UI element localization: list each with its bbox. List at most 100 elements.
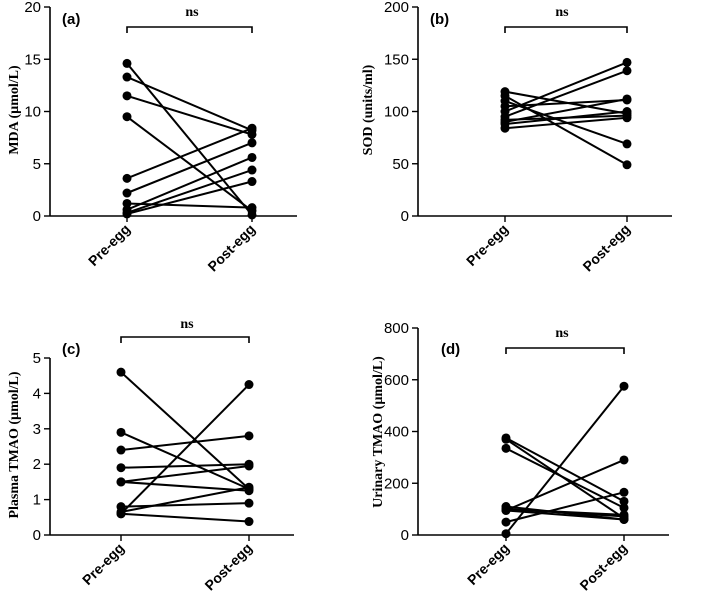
pre-egg-point: [122, 72, 132, 82]
panel-label: (b): [430, 11, 449, 28]
pre-egg-point: [116, 463, 126, 473]
subject-line: [126, 202, 253, 209]
subject-line: [505, 385, 625, 535]
post-egg-point: [244, 380, 254, 390]
post-egg-point: [247, 203, 257, 213]
x-tick-label: Pre-egg: [463, 221, 511, 269]
subject-line: [120, 480, 250, 492]
subject-line: [505, 459, 625, 512]
y-tick-label: 4: [33, 385, 41, 402]
subject-line: [120, 512, 250, 523]
subject-line: [126, 62, 253, 216]
pre-egg-point: [116, 445, 126, 455]
panel-label: (c): [62, 341, 80, 358]
x-tick-label: Post-egg: [576, 540, 630, 594]
significance-bracket: [504, 26, 628, 33]
pre-egg-point: [116, 509, 126, 519]
subject-line: [120, 371, 250, 490]
y-tick-label: 2: [33, 456, 41, 473]
panel-label: (d): [441, 341, 460, 358]
y-tick-label: 0: [33, 527, 41, 544]
y-tick-label: 0: [33, 208, 41, 225]
significance-label: ns: [555, 5, 569, 20]
post-egg-point: [619, 514, 629, 524]
pre-egg-point: [501, 505, 511, 515]
post-egg-point: [622, 139, 632, 149]
pre-egg-point: [501, 434, 511, 444]
post-egg-point: [619, 503, 629, 513]
subject-line: [120, 502, 250, 508]
post-egg-point: [244, 461, 254, 471]
y-tick-label: 1: [33, 492, 41, 509]
subject-line: [126, 127, 253, 180]
post-egg-point: [247, 129, 257, 139]
y-tick-label: 400: [384, 424, 409, 441]
post-egg-point: [622, 94, 632, 104]
subject-line: [120, 383, 250, 515]
subject-line: [504, 69, 628, 118]
subject-line: [126, 156, 253, 211]
subject-line: [126, 94, 253, 136]
pre-egg-point: [501, 517, 511, 527]
x-tick-label: Pre-egg: [85, 221, 133, 269]
subject-line: [504, 61, 628, 113]
y-tick-label: 0: [401, 527, 409, 544]
post-egg-point: [619, 381, 629, 391]
significance-bracket: [505, 347, 625, 354]
post-egg-point: [622, 57, 632, 67]
x-tick-label: Pre-egg: [79, 540, 127, 588]
subject-line: [505, 447, 625, 509]
subject-line: [126, 76, 253, 132]
post-egg-point: [244, 517, 254, 527]
pre-egg-point: [116, 367, 126, 377]
y-tick-label: 5: [33, 350, 41, 367]
panel-label: (a): [62, 11, 80, 28]
y-axis-label: Plasma TMAO (µmol/L): [7, 371, 22, 518]
pre-egg-point: [122, 173, 132, 183]
post-egg-point: [622, 160, 632, 170]
y-tick-label: 100: [384, 104, 409, 121]
x-tick-label: Post-egg: [579, 221, 633, 275]
post-egg-point: [244, 431, 254, 441]
subject-line: [505, 491, 625, 524]
subject-line: [120, 434, 250, 452]
post-egg-point: [619, 496, 629, 506]
post-egg-point: [247, 123, 257, 133]
significance-label: ns: [185, 5, 199, 20]
x-tick-label: Post-egg: [201, 540, 255, 594]
pre-egg-point: [122, 188, 132, 198]
panel-c: Plasma TMAO (µmol/L) (c) ns 0 1 2 3 4 5 Pre-eg…: [7, 317, 294, 593]
post-egg-point: [247, 177, 257, 187]
subject-line: [504, 97, 628, 123]
panel-a: MDA (µmol/L) (a) ns 0 5 10 15 20 Pre-egg Post-…: [7, 0, 297, 274]
post-egg-point: [247, 165, 257, 175]
post-egg-point: [622, 107, 632, 116]
post-egg-point: [247, 152, 257, 162]
pre-egg-point: [122, 112, 132, 122]
y-tick-label: 200: [384, 0, 409, 16]
pre-egg-point: [122, 198, 132, 208]
subject-line: [126, 141, 253, 194]
post-egg-point: [244, 498, 254, 508]
panel-b: SOD (units/ml) (b) ns 0 50 100 150 200 Pre-eg…: [361, 0, 672, 274]
y-tick-label: 800: [384, 320, 409, 337]
subject-line: [505, 437, 625, 503]
pre-egg-point: [116, 477, 126, 487]
panel-d: Urinary TMAO (µmol/L) (d) ns 0 200 400 600 8…: [371, 320, 669, 593]
significance-label: ns: [555, 326, 569, 341]
y-tick-label: 5: [33, 156, 41, 173]
subject-line: [120, 486, 250, 513]
y-tick-label: 3: [33, 421, 41, 438]
y-tick-label: 0: [401, 208, 409, 225]
subject-line: [126, 180, 253, 215]
subject-line: [504, 110, 628, 126]
pre-egg-point: [501, 529, 511, 539]
post-egg-point: [619, 487, 629, 497]
y-axis-label: SOD (units/ml): [361, 64, 376, 155]
post-egg-point: [619, 455, 629, 465]
significance-label: ns: [180, 317, 194, 332]
y-axis-label: Urinary TMAO (µmol/L): [371, 356, 386, 508]
pre-egg-point: [501, 443, 511, 453]
pre-egg-point: [122, 58, 132, 68]
